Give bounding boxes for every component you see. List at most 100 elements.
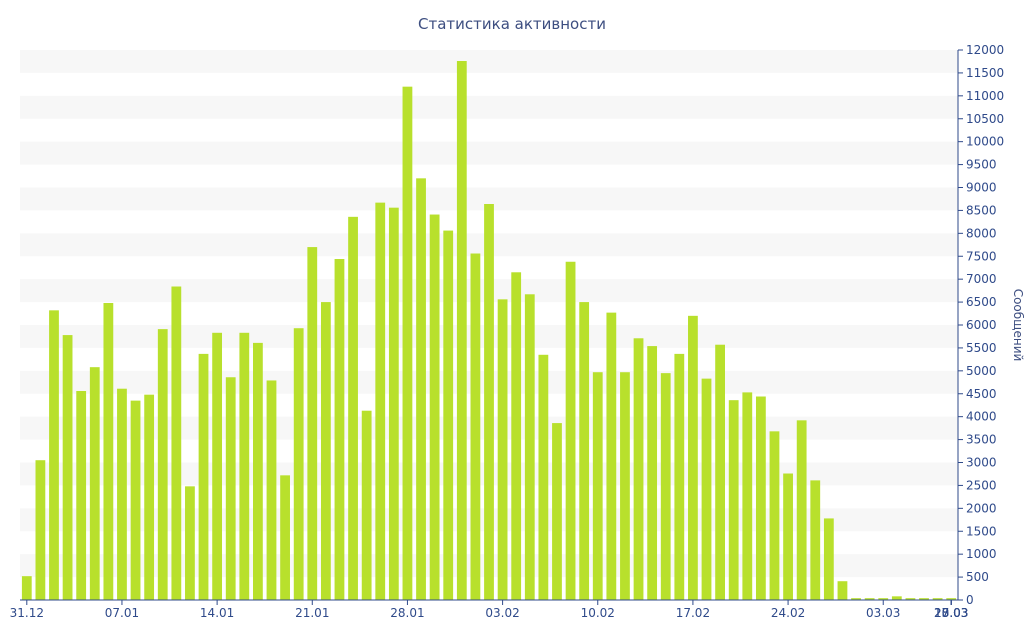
bar (456, 61, 467, 600)
y-tick-label: 8500 (966, 203, 997, 217)
y-tick-label: 4500 (966, 387, 997, 401)
bar (484, 204, 494, 600)
bar (334, 259, 345, 600)
x-tick-label: 24.02 (771, 606, 805, 620)
bar (144, 394, 155, 600)
bar (837, 581, 848, 600)
bar (293, 328, 304, 600)
bar (21, 576, 32, 600)
bar (783, 473, 793, 600)
y-tick-label: 0 (966, 593, 974, 607)
bar (388, 207, 399, 601)
bar (905, 598, 916, 600)
x-tick-label: 17.03 (934, 606, 968, 620)
bar (946, 598, 957, 600)
tick-labels: 0 500 1000 1500 2000 2500 3000 3500 4000 4500 5000… (10, 43, 1005, 620)
bar (823, 518, 834, 600)
bar (878, 598, 889, 600)
bar (185, 486, 195, 600)
bar (429, 214, 440, 601)
bar (647, 346, 658, 600)
bar (103, 303, 114, 600)
y-tick-label: 1500 (966, 524, 997, 538)
bar (620, 372, 630, 600)
bar (851, 598, 861, 600)
bar (919, 598, 929, 600)
x-tick-label: 10.02 (581, 606, 615, 620)
x-tick-label: 03.03 (866, 606, 900, 620)
bar (361, 410, 372, 600)
x-tick-label: 28.01 (390, 606, 424, 620)
y-tick-label: 12000 (966, 43, 1004, 57)
y-tick-label: 3500 (966, 433, 997, 447)
bar (511, 272, 522, 600)
y-tick-label: 6000 (966, 318, 997, 332)
bar (225, 377, 236, 600)
x-tick-label: 23.03 (934, 606, 968, 620)
x-tick-label: 14.01 (200, 606, 234, 620)
bar (35, 460, 46, 600)
y-tick-label: 8000 (966, 226, 997, 240)
grid-band (20, 95, 958, 119)
bar (49, 310, 59, 600)
bar (443, 230, 454, 600)
y-tick-label: 2000 (966, 501, 997, 515)
bar (742, 392, 753, 601)
bar (497, 299, 508, 600)
y-tick-label: 9000 (966, 181, 997, 195)
bar (239, 332, 250, 600)
y-tick-label: 2500 (966, 478, 997, 492)
bar (416, 178, 426, 600)
bar (62, 335, 73, 600)
bar (171, 286, 182, 600)
bar (280, 475, 290, 600)
y-tick-label: 11000 (966, 89, 1004, 103)
bar (565, 261, 576, 600)
bar (253, 342, 263, 601)
x-tick-label: 10.03 (934, 606, 968, 620)
bar (932, 598, 943, 600)
y-axis-label: Сообщений (1011, 289, 1024, 362)
y-tick-label: 5500 (966, 341, 997, 355)
bar (348, 216, 358, 600)
bar (606, 312, 617, 601)
bar (660, 373, 671, 601)
bars (21, 61, 957, 601)
y-tick-label: 500 (966, 570, 989, 584)
bar (130, 400, 141, 601)
y-tick-label: 5000 (966, 364, 997, 378)
bar (891, 596, 902, 600)
bar (552, 423, 562, 600)
grid-band (20, 187, 958, 211)
bar (579, 302, 590, 600)
bar (715, 344, 725, 600)
y-tick-label: 10000 (966, 135, 1004, 149)
bar (688, 315, 698, 600)
bar (538, 354, 549, 600)
x-tick-label: 07.01 (105, 606, 139, 620)
bar (402, 86, 413, 601)
x-tick-label: 17.02 (676, 606, 710, 620)
bar (375, 202, 386, 601)
bar (320, 302, 331, 600)
bar (864, 598, 875, 600)
y-tick-label: 1000 (966, 547, 997, 561)
bar (157, 329, 168, 601)
chart-title: Статистика активности (418, 15, 606, 33)
x-tick-label: 31.12 (10, 606, 44, 620)
x-tick-label: 03.02 (485, 606, 519, 620)
y-tick-label: 11500 (966, 66, 1004, 80)
y-tick-label: 6500 (966, 295, 997, 309)
bar (633, 338, 644, 600)
bar (755, 396, 766, 600)
y-tick-label: 7500 (966, 249, 997, 263)
x-tick-label: 21.01 (295, 606, 329, 620)
y-tick-label: 4000 (966, 410, 997, 424)
axes (20, 49, 963, 605)
bar (674, 353, 685, 601)
grid-band (20, 141, 958, 165)
bar (198, 353, 209, 601)
bar (701, 378, 712, 601)
